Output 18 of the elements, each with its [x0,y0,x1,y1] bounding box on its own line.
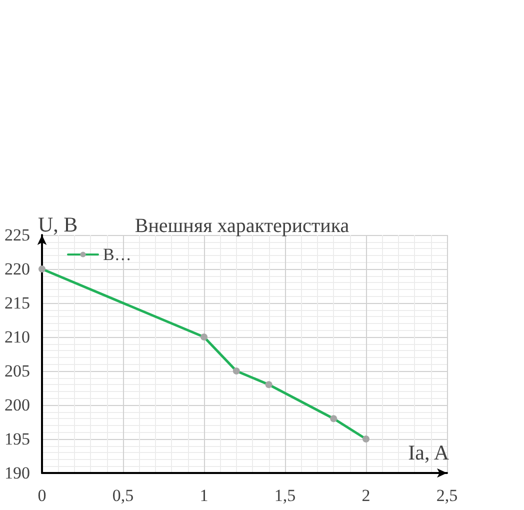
legend-label: В… [103,245,132,264]
y-tick-label: 200 [4,396,30,414]
x-tick-label: 1 [200,486,208,505]
x-tick-label: 0,5 [112,486,134,505]
x-tick-label: 1,5 [274,486,296,505]
x-tick-label: 0 [38,486,46,505]
y-tick-label: 205 [4,362,30,380]
y-axis-title: U, В [38,212,78,236]
y-tick-label: 190 [4,464,30,482]
y-tick-label: 210 [4,328,30,346]
chart-title: Внешняя характеристика [134,215,350,237]
y-tick-label: 220 [4,260,30,278]
y-tick-label: 195 [4,430,30,448]
y-tick-label: 215 [4,294,30,312]
y-tick-label: 225 [4,226,30,244]
x-tick-label: 2 [362,486,370,505]
x-tick-label: 2,5 [436,486,458,505]
x-axis-title: Ia, A [408,440,450,464]
